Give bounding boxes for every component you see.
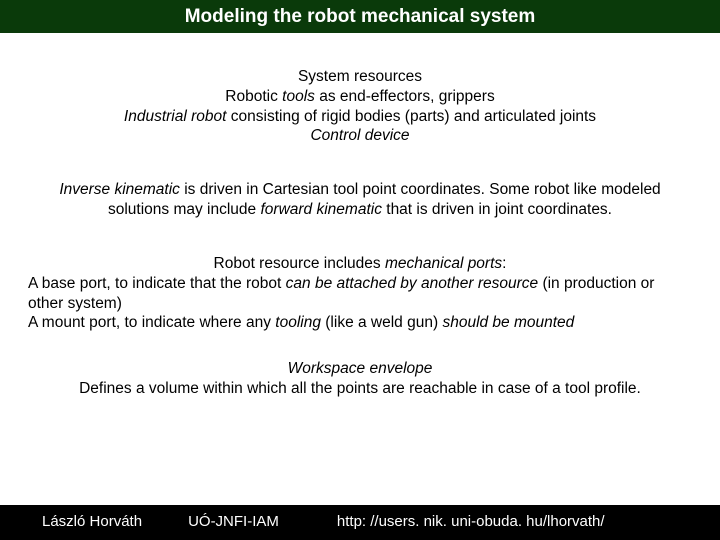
italic-text: mechanical ports: [385, 255, 502, 272]
footer-author: László Horváth: [42, 513, 142, 530]
italic-text: tooling: [275, 314, 321, 331]
text: (like a weld gun): [321, 314, 442, 331]
resources-line-4: Control device: [28, 126, 692, 146]
ports-heading-line: Robot resource includes mechanical ports…: [28, 254, 692, 274]
italic-text: Industrial robot: [124, 108, 227, 125]
text: Robotic: [225, 88, 282, 105]
footer-org: UÓ-JNFI-IAM: [188, 513, 279, 530]
footer-bar: László Horváth UÓ-JNFI-IAM http: //users…: [0, 505, 720, 540]
text: that is driven in joint coordinates.: [382, 201, 612, 218]
text: :: [502, 255, 506, 272]
ports-mount-line: A mount port, to indicate where any tool…: [28, 313, 692, 333]
workspace-body: Defines a volume within which all the po…: [28, 379, 692, 399]
workspace-heading: Workspace envelope: [288, 360, 433, 377]
workspace-block: Workspace envelope Defines a volume with…: [28, 359, 692, 399]
page-title: Modeling the robot mechanical system: [185, 6, 536, 27]
resources-line-3: Industrial robot consisting of rigid bod…: [28, 107, 692, 127]
text: A base port, to indicate that the robot: [28, 275, 286, 292]
italic-text: tools: [282, 88, 315, 105]
resources-line-2: Robotic tools as end-effectors, grippers: [28, 87, 692, 107]
italic-text: Control device: [310, 127, 409, 144]
italic-text: Inverse kinematic: [59, 181, 180, 198]
kinematic-block: Inverse kinematic is driven in Cartesian…: [28, 180, 692, 220]
slide-body: System resources Robotic tools as end-ef…: [0, 33, 720, 505]
resources-block: System resources Robotic tools as end-ef…: [28, 67, 692, 146]
text: consisting of rigid bodies (parts) and a…: [226, 108, 596, 125]
title-bar: Modeling the robot mechanical system: [0, 0, 720, 33]
italic-text: can be attached by another resource: [286, 275, 538, 292]
italic-text: forward kinematic: [260, 201, 381, 218]
resources-heading: System resources: [28, 67, 692, 87]
ports-base-line: A base port, to indicate that the robot …: [28, 274, 692, 314]
text: A mount port, to indicate where any: [28, 314, 275, 331]
footer-url: http: //users. nik. uni-obuda. hu/lhorva…: [337, 513, 605, 530]
ports-block: Robot resource includes mechanical ports…: [28, 254, 692, 333]
text: Robot resource includes: [214, 255, 385, 272]
text: as end-effectors, grippers: [315, 88, 495, 105]
italic-text: should be mounted: [442, 314, 574, 331]
